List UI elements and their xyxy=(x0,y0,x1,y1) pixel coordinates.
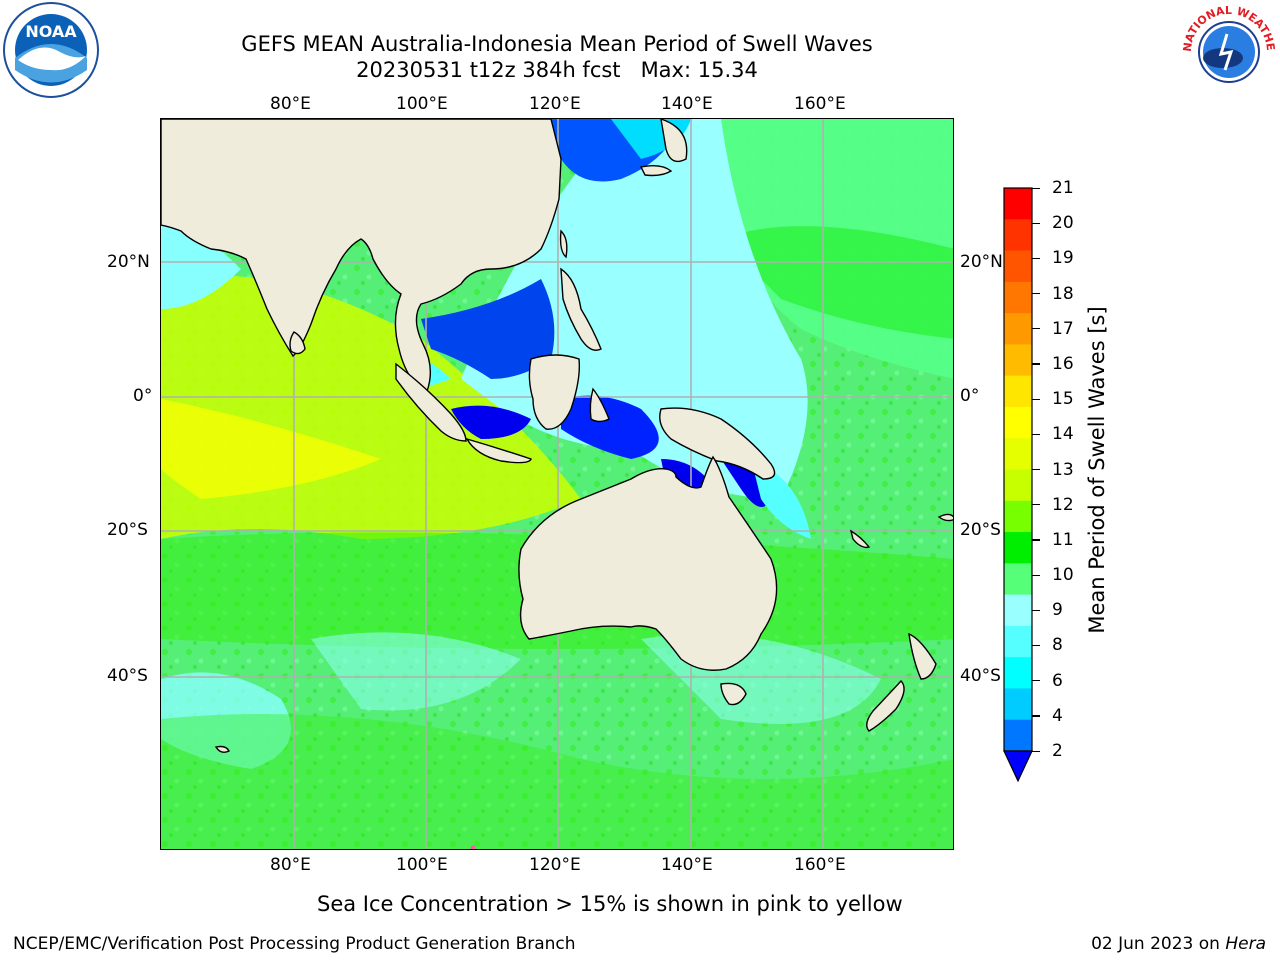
colorbar-tick-label: 13 xyxy=(1052,460,1074,480)
colorbar-segment xyxy=(1004,626,1032,658)
lon-label-bottom: 140°E xyxy=(661,855,713,875)
colorbar-tick-label: 6 xyxy=(1052,671,1063,691)
lat-label-left: 0° xyxy=(133,386,152,406)
colorbar-tick-label: 21 xyxy=(1052,178,1074,198)
colorbar-tick-label: 8 xyxy=(1052,635,1063,655)
lon-label-top: 100°E xyxy=(396,94,448,114)
lat-label-right: 20°N xyxy=(960,252,1003,272)
lon-label-top: 80°E xyxy=(270,94,311,114)
footer-date: 02 Jun 2023 on xyxy=(1091,934,1225,954)
colorbar-tick-label: 18 xyxy=(1052,284,1074,304)
colorbar-segment xyxy=(1004,376,1032,408)
plot-title: GEFS MEAN Australia-Indonesia Mean Perio… xyxy=(157,31,957,57)
noaa-logo: NOAA xyxy=(0,0,102,100)
colorbar-tick-mark xyxy=(1032,575,1040,576)
footer-left: NCEP/EMC/Verification Post Processing Pr… xyxy=(13,934,576,954)
colorbar-tick-mark xyxy=(1032,399,1040,400)
lat-label-left: 40°S xyxy=(107,666,148,686)
colorbar-tick-mark xyxy=(1032,504,1040,505)
colorbar-tick-label: 2 xyxy=(1052,741,1063,761)
colorbar-tick-label: 16 xyxy=(1052,354,1074,374)
nws-logo: NATIONAL WEATHER SERVICE xyxy=(1177,0,1280,100)
colorbar-tick-label: 19 xyxy=(1052,248,1074,268)
colorbar-segment xyxy=(1004,470,1032,502)
noaa-logo-text: NOAA xyxy=(25,22,77,41)
map-panel xyxy=(160,118,954,850)
colorbar-segment xyxy=(1004,344,1032,376)
lon-label-top: 140°E xyxy=(661,94,713,114)
colorbar-tick-mark xyxy=(1032,539,1040,540)
footer-right: 02 Jun 2023 on Hera xyxy=(1091,934,1266,954)
lon-label-bottom: 100°E xyxy=(396,855,448,875)
colorbar-tick-mark xyxy=(1032,328,1040,329)
colorbar-segment xyxy=(1004,251,1032,283)
colorbar-segment xyxy=(1004,282,1032,314)
lon-label-bottom: 160°E xyxy=(794,855,846,875)
colorbar-segment xyxy=(1004,501,1032,533)
plot-subtitle: 20230531 t12z 384h fcst Max: 15.34 xyxy=(157,57,957,83)
lat-label-left: 20°S xyxy=(107,520,148,540)
colorbar-segment xyxy=(1004,688,1032,720)
lon-label-top: 160°E xyxy=(794,94,846,114)
lon-label-bottom: 120°E xyxy=(529,855,581,875)
colorbar-segment xyxy=(1004,657,1032,689)
colorbar-label: Mean Period of Swell Waves [s] xyxy=(1082,260,1112,680)
colorbar-segment xyxy=(1004,219,1032,251)
colorbar-tick-label: 17 xyxy=(1052,319,1074,339)
lat-label-left: 20°N xyxy=(107,252,150,272)
colorbar-tick-label: 12 xyxy=(1052,495,1074,515)
colorbar-tick-label: 4 xyxy=(1052,706,1063,726)
colorbar-segment xyxy=(1004,720,1032,752)
colorbar-segment xyxy=(1004,532,1032,564)
sea-ice-note: Sea Ice Concentration > 15% is shown in … xyxy=(317,891,903,917)
colorbar-tick-mark xyxy=(1032,363,1040,364)
colorbar-segment xyxy=(1004,407,1032,439)
colorbar-extend-triangle xyxy=(1004,751,1032,781)
colorbar-segment xyxy=(1004,188,1032,220)
colorbar-tick-mark xyxy=(1032,223,1040,224)
colorbar-tick-mark xyxy=(1032,751,1040,752)
map-svg xyxy=(161,119,954,850)
colorbar-tick-label: 11 xyxy=(1052,530,1074,550)
lon-label-top: 120°E xyxy=(529,94,581,114)
lat-label-right: 20°S xyxy=(960,520,1001,540)
colorbar-segment xyxy=(1004,595,1032,627)
colorbar-tick-label: 15 xyxy=(1052,389,1074,409)
colorbar-tick-mark xyxy=(1032,645,1040,646)
lon-label-bottom: 80°E xyxy=(270,855,311,875)
lat-label-right: 0° xyxy=(960,386,979,406)
footer-host: Hera xyxy=(1225,934,1266,954)
colorbar-segment xyxy=(1004,313,1032,345)
colorbar-tick-mark xyxy=(1032,293,1040,294)
colorbar-tick-mark xyxy=(1032,715,1040,716)
colorbar-tick-mark xyxy=(1032,188,1040,189)
colorbar-tick-mark xyxy=(1032,680,1040,681)
colorbar-tick-label: 9 xyxy=(1052,600,1063,620)
colorbar-tick-label: 20 xyxy=(1052,213,1074,233)
colorbar xyxy=(1000,186,1036,786)
colorbar-tick-mark xyxy=(1032,434,1040,435)
lat-label-right: 40°S xyxy=(960,666,1001,686)
colorbar-tick-mark xyxy=(1032,469,1040,470)
colorbar-segment xyxy=(1004,438,1032,470)
colorbar-tick-mark xyxy=(1032,258,1040,259)
colorbar-segment xyxy=(1004,563,1032,595)
colorbar-tick-label: 10 xyxy=(1052,565,1074,585)
colorbar-tick-label: 14 xyxy=(1052,424,1074,444)
colorbar-tick-mark xyxy=(1032,610,1040,611)
